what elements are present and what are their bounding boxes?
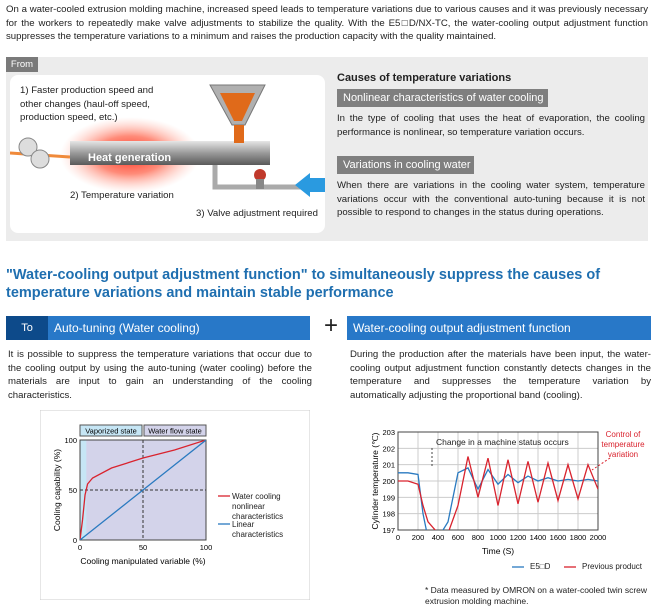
heat-label: Heat generation (88, 152, 172, 164)
illustration-label: 3) Valve adjustment required (196, 208, 318, 219)
water-arrow (295, 173, 325, 197)
footnote: * Data measured by OMRON on a water-cool… (425, 585, 648, 606)
to-tag: To (6, 316, 48, 340)
x-tick-label: 1800 (570, 533, 587, 542)
annotation: Control of temperature variation (601, 430, 645, 459)
series-line (80, 440, 206, 540)
x-tick-label: 0 (396, 533, 400, 542)
legend-label: E5□D (530, 562, 551, 571)
series-line (398, 467, 598, 530)
main-heading: "Water-cooling output adjustment functio… (6, 267, 601, 301)
x-tick-label: 50 (139, 543, 147, 552)
chart: 197 198 199 200 201 202 203 0 200 400 600 800 1000 12… (370, 428, 611, 568)
y-tick-label: 197 (382, 526, 395, 535)
x-tick-label: 2000 (590, 533, 607, 542)
roller (30, 149, 50, 169)
series-line (398, 456, 598, 530)
legend-label: Linear characteristics (232, 520, 284, 539)
barrel (70, 141, 270, 165)
region-header (143, 424, 207, 437)
illustration-label: 2) Temperature variation (70, 190, 174, 201)
y-tick-label: 199 (382, 493, 395, 502)
column-text: It is possible to suppress the temperatu… (8, 349, 312, 401)
cause-heading: Nonlinear characteristics of water cooli… (337, 89, 548, 107)
region-header (79, 424, 143, 437)
y-tick-label: 201 (382, 461, 395, 470)
plot-frame (79, 439, 207, 541)
cause-text: When there are variations in the cooling… (337, 180, 645, 218)
x-tick-label: 800 (472, 533, 485, 542)
vaporized-zone (80, 440, 87, 540)
region-label: Vaporized state (85, 427, 137, 436)
x-tick-label: 1000 (490, 533, 507, 542)
x-tick-label: 200 (412, 533, 425, 542)
x-tick-label: 100 (200, 543, 213, 552)
illustration-label: 1) Faster production speed and other cha… (20, 85, 154, 123)
roller (18, 137, 38, 157)
x-axis-label: Cooling manipulated variable (%) (80, 556, 205, 566)
from-tag: From (6, 57, 38, 72)
chart: 0 50 100 0 50 100 Cooling manipulated variable… (40, 410, 310, 600)
x-tick-label: 1200 (510, 533, 527, 542)
x-tick-label: 1400 (530, 533, 547, 542)
y-tick-label: 100 (64, 436, 77, 445)
melt-flow (234, 125, 244, 143)
causes-title: Causes of temperature variations (337, 72, 512, 84)
melt (220, 93, 255, 121)
pipe (212, 165, 310, 190)
x-axis-label: Time (S) (482, 546, 514, 556)
y-tick-label: 0 (73, 536, 77, 545)
column-heading: Water-cooling output adjustment function (347, 316, 651, 340)
illustration (10, 75, 325, 233)
region-label: Water flow state (148, 427, 202, 436)
plus: + (323, 312, 338, 339)
y-tick-label: 200 (382, 477, 395, 486)
valve-body (256, 179, 264, 189)
y-tick-label: 198 (382, 510, 395, 519)
y-axis-label: Cylinder temperature (℃) (370, 432, 380, 529)
x-tick-label: 1600 (550, 533, 567, 542)
legend-label: Previous product (582, 562, 643, 571)
series-line (80, 440, 206, 540)
y-tick-label: 203 (382, 428, 395, 437)
column-text: During the production after the material… (350, 349, 651, 401)
cause-heading: Variations in cooling water (337, 156, 474, 174)
legend-label: Water cooling nonlinear characteristics (232, 492, 284, 521)
intro: On a water-cooled extrusion molding mach… (6, 4, 648, 42)
annotation: Change in a machine status occurs (436, 437, 569, 447)
valve (254, 169, 266, 181)
cause-text: In the type of cooling that uses the hea… (337, 113, 645, 138)
y-tick-label: 202 (382, 444, 395, 453)
x-tick-label: 600 (452, 533, 465, 542)
x-tick-label: 0 (78, 543, 82, 552)
x-tick-label: 400 (432, 533, 445, 542)
column-heading: Auto-tuning (Water cooling) (48, 316, 310, 340)
y-axis-label: Cooling capability (%) (52, 449, 62, 531)
y-tick-label: 50 (69, 486, 77, 495)
